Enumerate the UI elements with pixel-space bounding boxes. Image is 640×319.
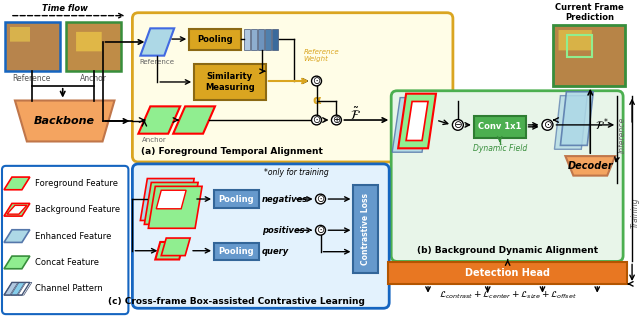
FancyBboxPatch shape [258,29,264,50]
FancyBboxPatch shape [353,185,378,273]
FancyBboxPatch shape [272,29,278,50]
Text: Reference
Weight: Reference Weight [303,49,339,62]
Text: Inference: Inference [618,116,627,153]
Polygon shape [138,106,180,134]
FancyBboxPatch shape [189,29,241,50]
Text: negatives: negatives [262,195,308,204]
Text: ⊙: ⊙ [312,115,321,125]
Text: ⊙: ⊙ [316,225,324,235]
Polygon shape [15,100,115,142]
FancyBboxPatch shape [244,29,250,50]
Polygon shape [161,238,190,256]
Text: ⊙: ⊙ [316,194,324,204]
Text: Reference: Reference [140,59,175,64]
Text: Pooling: Pooling [218,195,253,204]
Polygon shape [4,204,30,216]
Text: Anchor: Anchor [80,74,107,83]
Polygon shape [392,98,430,152]
Text: (a) Foreground Temporal Alignment: (a) Foreground Temporal Alignment [141,147,323,156]
Text: Pooling: Pooling [218,247,253,256]
Text: (b) Background Dynamic Alignment: (b) Background Dynamic Alignment [417,246,598,255]
Polygon shape [565,156,615,176]
Text: Reference: Reference [13,74,51,83]
Polygon shape [140,28,174,56]
Text: Detection Head: Detection Head [465,268,550,278]
Text: $\mathcal{F}^*$: $\mathcal{F}^*$ [595,117,610,133]
FancyBboxPatch shape [214,243,259,261]
Circle shape [316,225,326,235]
Text: Decoder: Decoder [568,161,613,171]
Circle shape [332,115,341,125]
FancyBboxPatch shape [2,166,129,314]
Polygon shape [156,190,186,209]
Text: Concat Feature: Concat Feature [35,258,99,267]
FancyBboxPatch shape [194,64,266,100]
Circle shape [542,120,553,130]
FancyBboxPatch shape [474,116,525,137]
Polygon shape [18,282,32,295]
Polygon shape [140,179,194,220]
Polygon shape [4,282,18,295]
FancyBboxPatch shape [132,164,389,308]
Circle shape [452,120,463,130]
Text: Channel Pattern: Channel Pattern [35,284,102,293]
FancyBboxPatch shape [388,263,627,284]
Text: Dynamic Field: Dynamic Field [472,145,527,153]
Text: Background Feature: Background Feature [35,205,120,214]
Text: ⊙: ⊙ [312,76,321,86]
Text: query: query [262,247,289,256]
Circle shape [316,194,326,204]
Text: ⊖: ⊖ [454,120,462,130]
Text: α: α [312,94,321,107]
Polygon shape [4,177,30,190]
Text: Contrastive Loss: Contrastive Loss [361,193,370,265]
Polygon shape [4,256,30,269]
Polygon shape [11,282,25,295]
Text: Foreground Feature: Foreground Feature [35,179,118,188]
Polygon shape [7,205,27,214]
Text: positives: positives [262,226,305,235]
Text: Pooling: Pooling [197,34,233,44]
FancyBboxPatch shape [251,29,257,50]
Text: Anchor: Anchor [142,137,166,143]
Text: Current Frame
Prediction: Current Frame Prediction [555,3,623,22]
FancyBboxPatch shape [265,29,271,50]
Polygon shape [145,182,198,224]
Text: Backbone: Backbone [34,116,95,126]
Text: ⊙: ⊙ [543,120,552,130]
Polygon shape [406,101,428,140]
Text: Training: Training [630,197,639,228]
Text: (c) Cross-frame Box-assisted Contrastive Learning: (c) Cross-frame Box-assisted Contrastive… [108,297,365,306]
Text: Time flow: Time flow [42,4,88,13]
Polygon shape [4,230,30,242]
Polygon shape [148,186,202,228]
Text: ⊕: ⊕ [332,115,340,125]
FancyBboxPatch shape [214,190,259,208]
Text: Conv 1x1: Conv 1x1 [478,122,522,131]
Text: Enhanced Feature: Enhanced Feature [35,232,111,241]
Polygon shape [398,94,436,148]
Circle shape [312,76,321,86]
Text: $\mathcal{L}_{contrast} + \mathcal{L}_{center} + \mathcal{L}_{size} + \mathcal{L: $\mathcal{L}_{contrast} + \mathcal{L}_{c… [439,290,577,301]
FancyBboxPatch shape [132,13,453,162]
Text: *only for training: *only for training [264,168,328,177]
Text: $\tilde{\mathcal{F}}$: $\tilde{\mathcal{F}}$ [350,107,361,123]
Polygon shape [156,242,184,259]
FancyBboxPatch shape [391,91,623,262]
Text: Similarity
Measuring: Similarity Measuring [205,72,255,92]
Polygon shape [554,96,588,149]
Polygon shape [561,92,593,145]
Circle shape [312,115,321,125]
Polygon shape [173,106,215,134]
